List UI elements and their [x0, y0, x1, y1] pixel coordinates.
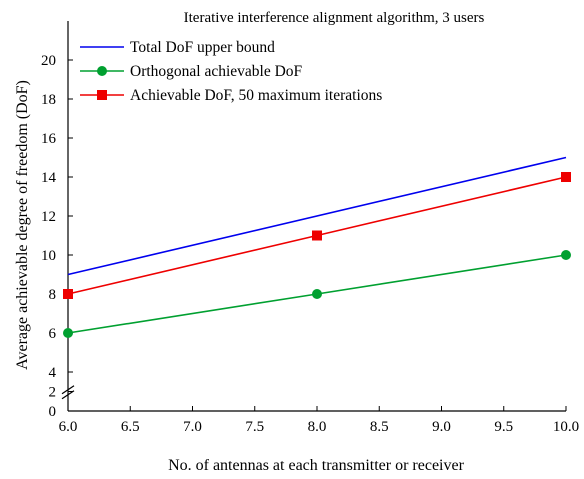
data-point [63, 289, 73, 299]
y-tick-label: 18 [41, 92, 56, 108]
y-tick-label: 8 [49, 287, 57, 303]
data-point [561, 172, 571, 182]
y-tick-label: 0 [49, 404, 57, 420]
legend-label: Orthogonal achievable DoF [130, 63, 303, 80]
y-tick-label: 20 [41, 53, 56, 69]
legend-marker [97, 66, 107, 76]
data-point [312, 230, 322, 241]
legend-label: Achievable DoF, 50 maximum iterations [130, 87, 382, 104]
x-tick-label: 8.0 [308, 419, 327, 435]
data-point [561, 250, 571, 260]
axis-break-mark [61, 390, 75, 400]
x-tick-label: 9.5 [494, 419, 513, 435]
y-tick-label: 12 [41, 209, 56, 225]
y-tick-label: 4 [49, 365, 57, 381]
y-tick-label: 14 [41, 170, 57, 186]
x-tick-label: 6.5 [121, 419, 140, 435]
chart-title: Iterative interference alignment algorit… [184, 10, 485, 26]
data-point [312, 289, 322, 299]
series-layer [63, 156, 571, 338]
legend-marker [97, 90, 107, 100]
y-axis-label: Average achievable degree of freedom (Do… [14, 80, 31, 370]
ticks: 6.0 6.5 7.0 7.5 8.0 8.5 9.0 9.5 10.0 0 2 4 6 8 10 12 14 1… [41, 53, 579, 435]
x-tick-label: 9.0 [432, 419, 451, 435]
legend: Total DoF upper bound Orthogonal achievab… [80, 39, 382, 104]
axis-break-mark [61, 385, 75, 395]
x-tick-label: 8.5 [370, 419, 389, 435]
y-tick-label: 2 [49, 385, 57, 401]
legend-label: Total DoF upper bound [130, 39, 275, 56]
x-tick-label: 7.5 [245, 419, 264, 435]
x-tick-label: 7.0 [183, 419, 202, 435]
series-line [67, 156, 567, 276]
x-axis-label: No. of antennas at each transmitter or r… [168, 457, 465, 474]
data-point [63, 328, 73, 338]
x-tick-label: 10.0 [553, 419, 579, 435]
y-tick-label: 10 [41, 248, 56, 264]
x-tick-label: 6.0 [59, 419, 78, 435]
y-tick-label: 6 [49, 326, 57, 342]
y-tick-label: 16 [41, 131, 57, 147]
